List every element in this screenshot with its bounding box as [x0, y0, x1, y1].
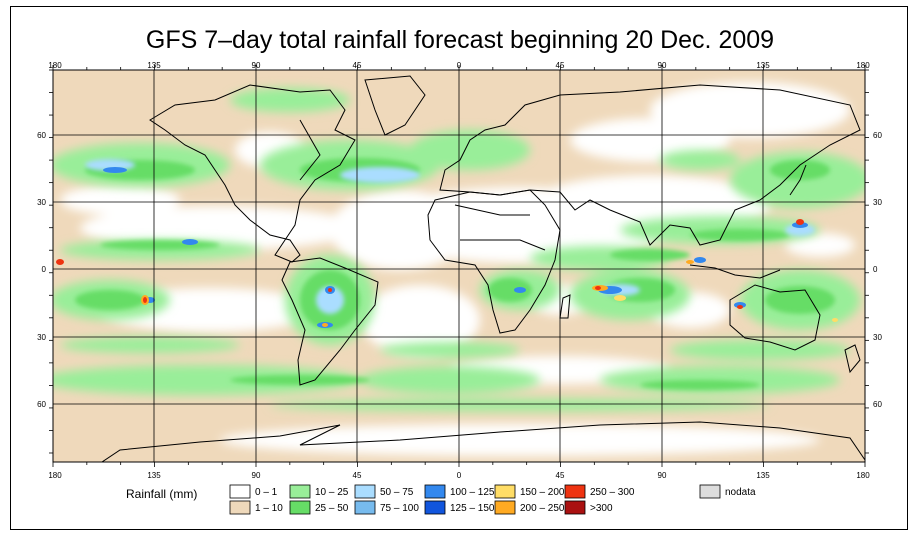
lat-label: 0 — [873, 265, 878, 274]
legend-swatch — [424, 484, 446, 499]
legend-swatch — [494, 484, 516, 499]
rainfall-field — [53, 70, 865, 462]
lat-label: 30 — [37, 198, 46, 207]
lon-label: 180 — [856, 61, 870, 70]
lat-label: 60 — [37, 400, 46, 409]
lon-label: 90 — [252, 61, 261, 70]
lat-label: 0 — [42, 265, 47, 274]
legend-swatch — [229, 500, 251, 515]
legend-swatch — [354, 484, 376, 499]
legend-label: 100 – 125 — [450, 487, 495, 498]
coastlines — [101, 75, 865, 462]
graticule — [53, 70, 865, 462]
lon-label: 45 — [556, 61, 565, 70]
legend-title: Rainfall (mm) — [126, 487, 197, 501]
legend-label: 0 – 1 — [255, 487, 278, 498]
legend-swatch — [289, 500, 311, 515]
lon-label: 180 — [48, 61, 62, 70]
legend-label: 50 – 75 — [380, 487, 414, 498]
legend-swatch — [229, 484, 251, 499]
lon-label: 0 — [457, 471, 462, 480]
lon-label: 0 — [457, 61, 462, 70]
lon-label: 180 — [856, 471, 870, 480]
legend-label: 150 – 200 — [520, 487, 565, 498]
lon-label: 135 — [147, 471, 161, 480]
lat-labels-left: 60 30 0 30 60 — [37, 131, 46, 409]
legend-label: 250 – 300 — [590, 487, 635, 498]
figure-frame — [10, 6, 908, 530]
tick-marks — [49, 65, 869, 467]
lat-label: 30 — [873, 333, 882, 342]
lon-label: 90 — [658, 471, 667, 480]
legend-swatch — [699, 484, 721, 499]
lon-label: 90 — [658, 61, 667, 70]
legend-swatch — [494, 500, 516, 515]
lon-labels-bottom: 180 135 90 45 0 45 90 135 180 — [48, 471, 870, 480]
lon-label: 45 — [556, 471, 565, 480]
legend-label: 125 – 150 — [450, 503, 495, 514]
legend-label: nodata — [725, 487, 756, 498]
lon-label: 180 — [48, 471, 62, 480]
lon-labels-top: 180 135 90 45 0 45 90 135 180 — [48, 61, 870, 70]
legend-swatch — [354, 500, 376, 515]
lat-label: 30 — [873, 198, 882, 207]
lat-label: 30 — [37, 333, 46, 342]
lon-label: 135 — [756, 61, 770, 70]
legend-label: 1 – 10 — [255, 503, 283, 514]
lat-label: 60 — [873, 400, 882, 409]
legend-swatch — [564, 500, 586, 515]
legend-label: 200 – 250 — [520, 503, 565, 514]
legend-label: >300 — [590, 503, 613, 514]
lon-label: 135 — [147, 61, 161, 70]
map-title: GFS 7–day total rainfall forecast beginn… — [145, 26, 775, 54]
legend-swatch — [424, 500, 446, 515]
lat-label: 60 — [873, 131, 882, 140]
lon-label: 135 — [756, 471, 770, 480]
legend: Rainfall (mm) 0 – 1 1 – 10 10 – 25 25 – 50 5… — [126, 484, 756, 515]
legend-label: 25 – 50 — [315, 503, 349, 514]
legend-label: 10 – 25 — [315, 487, 349, 498]
legend-swatch — [289, 484, 311, 499]
lat-labels-right: 60 30 0 30 60 — [873, 131, 882, 409]
lon-label: 45 — [353, 471, 362, 480]
lon-label: 45 — [353, 61, 362, 70]
legend-swatch — [564, 484, 586, 499]
lon-label: 90 — [252, 471, 261, 480]
legend-label: 75 – 100 — [380, 503, 419, 514]
lat-label: 60 — [37, 131, 46, 140]
